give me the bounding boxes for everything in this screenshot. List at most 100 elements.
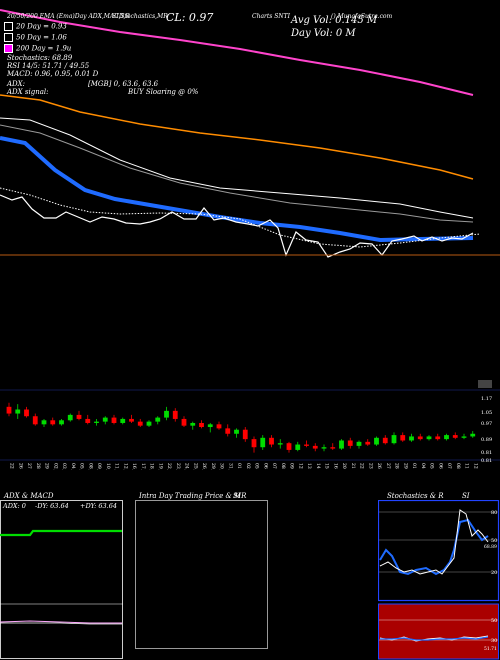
legend-ema50-label: 50 Day = 1.06 (16, 33, 67, 42)
stoch-tick-50: 50 (491, 538, 497, 544)
candle-body (382, 437, 388, 444)
candle-body (330, 447, 336, 449)
candle-body (260, 437, 266, 448)
date-tick-label: 23 Jan (175, 463, 181, 470)
date-tick-label: 03 Jan (61, 463, 67, 470)
date-tick-label: 27 Dec (26, 463, 32, 470)
adx-panel-frame (0, 500, 123, 659)
candle-body (216, 424, 222, 429)
y-tick-label: 0.81 (481, 450, 492, 456)
candle-body (32, 416, 38, 425)
candle-body (129, 418, 134, 422)
date-tick-label: 25 Jan (192, 463, 198, 470)
intra-panel-title: Intra Day Trading Price & MR (139, 492, 247, 500)
candle-body (111, 417, 117, 423)
stoch-k-line (379, 518, 489, 576)
date-tick-label: 16 Jan (131, 463, 137, 470)
candle-body (59, 420, 64, 425)
date-tick-label: 26 Jan (201, 463, 207, 470)
date-tick-label: 06 Mar (437, 463, 443, 470)
candle-body (251, 439, 257, 448)
candle-body (190, 422, 196, 426)
main-price-chart: 1.171.050.970.890.810.81 22 Dec26 Dec27 … (0, 9, 500, 470)
date-tick-label: 28 Feb (394, 463, 400, 470)
date-tick-label: 01 Feb (236, 463, 242, 470)
candle-body (67, 414, 73, 421)
candle-body (207, 424, 213, 428)
date-tick-label: 21 Feb (350, 463, 356, 470)
candle-body (417, 436, 423, 440)
date-tick-label: 26 Feb (376, 463, 382, 470)
candle-body (400, 435, 406, 441)
header-right: Charts SNTI (252, 13, 291, 20)
header-left: 20/50/200 EMA (Ema)Day ADX,MACD,R (7, 13, 130, 20)
day-volume: Day Vol: 0 M (291, 28, 356, 39)
candle-body (409, 436, 414, 441)
candle-body (94, 421, 99, 423)
candle-body (365, 441, 371, 445)
candle-body (181, 418, 187, 426)
candle-body (120, 418, 126, 423)
y-axis-ticks: 1.17 1.05 0.97 0.89 0.81 0.81 (481, 396, 492, 464)
candle-body (374, 437, 379, 445)
date-tick-label: 09 Jan (96, 463, 102, 470)
buy-selling-text: BUY Sloaring @ 0% (128, 88, 199, 96)
adx-green-line (0, 529, 122, 537)
date-tick-label: 24 Jan (184, 463, 190, 470)
y-tick-label: 1.17 (481, 396, 492, 402)
intra-panel-frame (135, 500, 268, 649)
candle-body (172, 410, 178, 419)
date-tick-label: 31 Jan (227, 463, 233, 470)
date-tick-label: 27 Feb (385, 463, 391, 470)
date-tick-label: 11 Jan (114, 463, 120, 470)
candle-body (452, 435, 458, 438)
date-tick-label: 23 Feb (367, 463, 373, 470)
date-axis: 22 Dec26 Dec27 Dec28 Dec29 Dec02 Jan03 J… (9, 463, 479, 470)
orange-ema-line (0, 94, 474, 180)
date-tick-label: 22 Feb (359, 463, 365, 470)
candle-body (444, 435, 449, 440)
date-tick-label: 02 Jan (52, 463, 58, 470)
date-tick-label: 06 Feb (262, 463, 268, 470)
date-tick-label: 14 Feb (315, 463, 321, 470)
legend-ema200-label: 200 Day = 1.9u (16, 44, 72, 53)
y-tick-label: 1.05 (481, 410, 492, 416)
candle-body (102, 417, 108, 422)
intra-panel-si: SI (233, 492, 241, 500)
rsi-value-label: 51.71 (484, 646, 497, 652)
candle-body (24, 409, 29, 417)
date-tick-label: 01 Mar (411, 463, 417, 470)
candle-body (321, 447, 327, 449)
candle-body (391, 435, 397, 444)
legend-swatch-20 (4, 22, 13, 31)
adx-panel-adx-text: ADX: 0 (2, 502, 26, 510)
ema-50-inner-line (0, 124, 474, 223)
adx-values: [MGB] 0, 63.6, 63.6 (88, 80, 159, 88)
date-tick-label: 17 Jan (140, 463, 146, 470)
candle-body (435, 436, 441, 440)
date-tick-label: 20 Feb (341, 463, 347, 470)
ema-200-line (0, 9, 474, 96)
stoch-d-line (379, 509, 489, 575)
date-tick-label: 07 Mar (446, 463, 452, 470)
stoch-tick-80: 80 (491, 510, 497, 516)
close-label: CL: 0.97 (166, 11, 214, 24)
header-mid: SI,Stochastics,MR (112, 13, 168, 20)
candle-body (277, 443, 283, 445)
date-tick-label: 19 Jan (157, 463, 163, 470)
date-tick-label: 11 Mar (464, 463, 470, 470)
legend-swatch-200 (4, 44, 13, 53)
date-tick-label: 15 Feb (324, 463, 330, 470)
blue-ema-line (0, 136, 474, 243)
date-tick-label: 29 Feb (402, 463, 408, 470)
date-tick-label: 05 Feb (254, 463, 260, 470)
date-tick-label: 29 Dec (44, 463, 50, 470)
candle-grid (0, 389, 500, 461)
candle-body (225, 428, 231, 434)
candle-body (146, 421, 152, 426)
date-tick-label: 10 Jan (105, 463, 111, 470)
header-far: () MunafaSutra.com (331, 13, 393, 20)
date-tick-label: 13 Feb (306, 463, 312, 470)
stoch-panel-si: SI (462, 492, 470, 500)
candle-body (304, 444, 309, 446)
